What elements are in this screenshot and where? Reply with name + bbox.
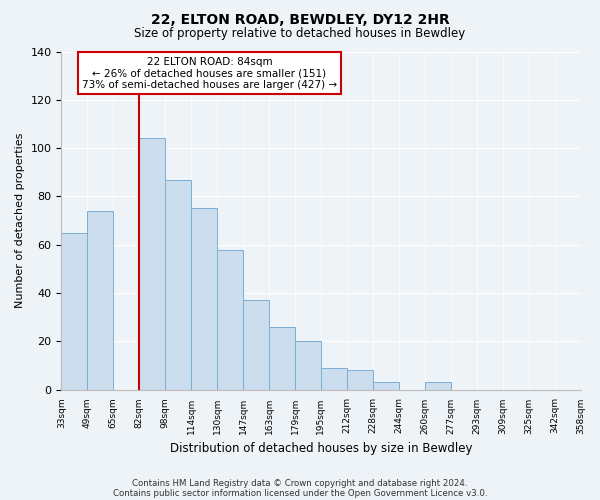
Text: Contains public sector information licensed under the Open Government Licence v3: Contains public sector information licen… [113,488,487,498]
Bar [347,370,373,390]
Text: Contains HM Land Registry data © Crown copyright and database right 2024.: Contains HM Land Registry data © Crown c… [132,478,468,488]
Bar [217,250,243,390]
Bar [88,211,113,390]
Bar [139,138,165,390]
Y-axis label: Number of detached properties: Number of detached properties [15,133,25,308]
Bar [191,208,217,390]
Bar [61,232,88,390]
Text: Size of property relative to detached houses in Bewdley: Size of property relative to detached ho… [134,28,466,40]
Bar [425,382,451,390]
Bar [165,180,191,390]
Bar [295,342,321,390]
Text: 22, ELTON ROAD, BEWDLEY, DY12 2HR: 22, ELTON ROAD, BEWDLEY, DY12 2HR [151,12,449,26]
X-axis label: Distribution of detached houses by size in Bewdley: Distribution of detached houses by size … [170,442,472,455]
Text: 22 ELTON ROAD: 84sqm
← 26% of detached houses are smaller (151)
73% of semi-deta: 22 ELTON ROAD: 84sqm ← 26% of detached h… [82,56,337,90]
Bar [243,300,269,390]
Bar [321,368,347,390]
Bar [269,327,295,390]
Bar [373,382,399,390]
